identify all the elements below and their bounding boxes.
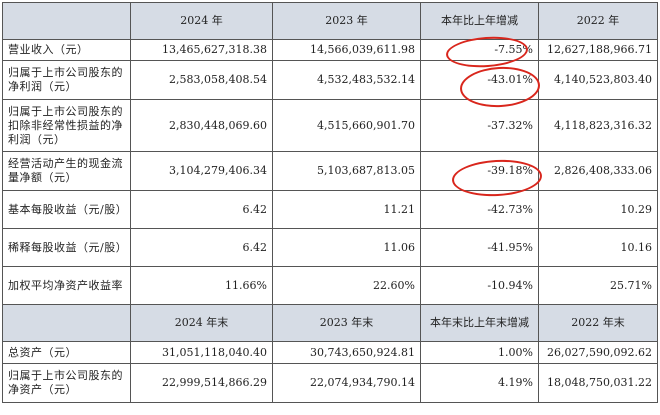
cell-2022: 10.16 xyxy=(538,228,658,267)
cell-2024: 11.66% xyxy=(130,266,273,305)
header-2024: 2024 年 xyxy=(130,2,273,40)
cell-2023: 22,074,934,790.14 xyxy=(272,363,421,403)
row-label: 稀释每股收益（元/股） xyxy=(2,228,131,267)
header-blank-cell xyxy=(2,2,131,40)
row-label: 归属于上市公司股东的扣除非经常性损益的净利润（元） xyxy=(2,99,131,152)
header-2024-end: 2024 年末 xyxy=(130,304,273,342)
header-2022: 2022 年 xyxy=(538,2,658,40)
cell-2024: 2,830,448,069.60 xyxy=(130,99,273,152)
financial-table: 2024 年 2023 年 本年比上年增减 2022 年 营业收入（元） 13,… xyxy=(2,2,658,403)
table-row: 加权平均净资产收益率 11.66% 22.60% -10.94% 25.71% xyxy=(2,266,658,305)
table-row: 归属于上市公司股东的扣除非经常性损益的净利润（元） 2,830,448,069.… xyxy=(2,99,658,152)
cell-2022: 4,118,823,316.32 xyxy=(538,99,658,152)
cell-2022: 25.71% xyxy=(538,266,658,305)
cell-change: -43.01% xyxy=(420,60,539,100)
cell-2023: 4,515,660,901.70 xyxy=(272,99,421,152)
row-label: 营业收入（元） xyxy=(2,39,131,61)
table-row: 基本每股收益（元/股） 6.42 11.21 -42.73% 10.29 xyxy=(2,190,658,229)
cell-2022: 4,140,523,803.40 xyxy=(538,60,658,100)
cell-2022: 12,627,188,966.71 xyxy=(538,39,658,61)
cell-change: 4.19% xyxy=(420,363,539,403)
cell-change: -41.95% xyxy=(420,228,539,267)
table-row: 总资产（元） 31,051,118,040.40 30,743,650,924.… xyxy=(2,341,658,364)
row-label: 归属于上市公司股东的净利润（元） xyxy=(2,60,131,100)
header-change: 本年比上年增减 xyxy=(420,2,539,40)
cell-change: -39.18% xyxy=(420,151,539,191)
cell-2024: 2,583,058,408.54 xyxy=(130,60,273,100)
cell-2023: 5,103,687,813.05 xyxy=(272,151,421,191)
cell-2024: 22,999,514,866.29 xyxy=(130,363,273,403)
row-label: 加权平均净资产收益率 xyxy=(2,266,131,305)
cell-change: -42.73% xyxy=(420,190,539,229)
cell-change: -7.55% xyxy=(420,39,539,61)
cell-2022: 18,048,750,031.22 xyxy=(538,363,658,403)
table-row: 归属于上市公司股东的净利润（元） 2,583,058,408.54 4,532,… xyxy=(2,60,658,100)
cell-2023: 11.21 xyxy=(272,190,421,229)
cell-2022: 26,027,590,092.62 xyxy=(538,341,658,364)
table-header-row: 2024 年 2023 年 本年比上年增减 2022 年 xyxy=(2,2,658,40)
cell-change: -37.32% xyxy=(420,99,539,152)
cell-change: -10.94% xyxy=(420,266,539,305)
row-label: 基本每股收益（元/股） xyxy=(2,190,131,229)
cell-2022: 10.29 xyxy=(538,190,658,229)
row-label: 经营活动产生的现金流量净额（元） xyxy=(2,151,131,191)
cell-2024: 13,465,627,318.38 xyxy=(130,39,273,61)
row-label: 归属于上市公司股东的净资产（元） xyxy=(2,363,131,403)
header-2022-end: 2022 年末 xyxy=(538,304,658,342)
header-2023-end: 2023 年末 xyxy=(272,304,421,342)
header-2023: 2023 年 xyxy=(272,2,421,40)
cell-2023: 4,532,483,532.14 xyxy=(272,60,421,100)
cell-2023: 30,743,650,924.81 xyxy=(272,341,421,364)
header-change-end: 本年末比上年末增减 xyxy=(420,304,539,342)
cell-2024: 3,104,279,406.34 xyxy=(130,151,273,191)
header-blank-cell xyxy=(2,304,131,342)
table-row: 经营活动产生的现金流量净额（元） 3,104,279,406.34 5,103,… xyxy=(2,151,658,191)
cell-2024: 6.42 xyxy=(130,228,273,267)
cell-2023: 14,566,039,611.98 xyxy=(272,39,421,61)
table-row: 营业收入（元） 13,465,627,318.38 14,566,039,611… xyxy=(2,39,658,61)
cell-change: 1.00% xyxy=(420,341,539,364)
table-row: 归属于上市公司股东的净资产（元） 22,999,514,866.29 22,07… xyxy=(2,363,658,403)
table-header-row: 2024 年末 2023 年末 本年末比上年末增减 2022 年末 xyxy=(2,304,658,342)
cell-2024: 6.42 xyxy=(130,190,273,229)
cell-2023: 11.06 xyxy=(272,228,421,267)
cell-2023: 22.60% xyxy=(272,266,421,305)
row-label: 总资产（元） xyxy=(2,341,131,364)
cell-2024: 31,051,118,040.40 xyxy=(130,341,273,364)
cell-2022: 2,826,408,333.06 xyxy=(538,151,658,191)
table-row: 稀释每股收益（元/股） 6.42 11.06 -41.95% 10.16 xyxy=(2,228,658,267)
